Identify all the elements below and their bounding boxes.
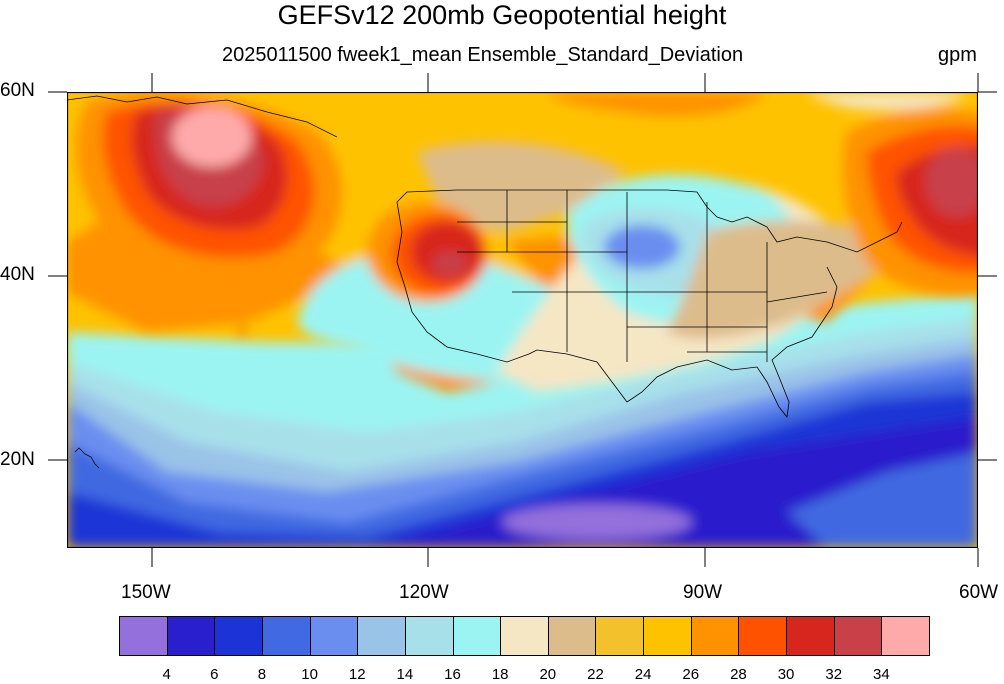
- colorbar-swatch: [833, 616, 883, 656]
- colorbar-label: 8: [257, 666, 267, 683]
- plot-subtitle: 2025011500 fweek1_mean Ensemble_Standard…: [222, 44, 744, 66]
- units-label: gpm: [938, 44, 977, 66]
- colorbar-swatch: [119, 616, 168, 656]
- colorbar-swatch: [214, 616, 263, 656]
- lon-label-60w: 60W: [959, 582, 999, 603]
- lon-label-120w: 120W: [399, 582, 449, 603]
- plot-title: GEFSv12 200mb Geopotential height: [277, 0, 727, 30]
- colorbar-swatch: [309, 616, 359, 656]
- map-border: [67, 92, 978, 548]
- colorbar-swatch: [881, 616, 930, 656]
- colorbar-label: 34: [873, 666, 890, 683]
- colorbar-swatch: [690, 616, 740, 656]
- alaska-coast: [67, 95, 338, 469]
- colorbar-swatch: [500, 616, 549, 656]
- colorbar-swatch: [404, 616, 454, 656]
- colorbar-label: 28: [730, 666, 747, 683]
- lat-label-20n: 20N: [0, 449, 35, 470]
- lat-label-60n: 60N: [0, 80, 35, 101]
- colorbar-swatch: [166, 616, 216, 656]
- colorbar-swatch: [357, 616, 406, 656]
- colorbar-label: 20: [539, 666, 557, 683]
- colorbar: [119, 616, 930, 658]
- southern-bands: [67, 292, 978, 548]
- map-plot: [67, 92, 978, 548]
- colorbar-label: 22: [587, 666, 604, 683]
- colorbar-label: 6: [210, 666, 219, 683]
- colorbar-swatch: [643, 616, 692, 656]
- northern-field: [67, 92, 978, 392]
- colorbar-swatch: [738, 616, 788, 656]
- colorbar-label: 10: [301, 666, 318, 683]
- lon-label-150w: 150W: [121, 582, 171, 603]
- colorbar-label: 4: [162, 666, 171, 683]
- colorbar-swatch: [595, 616, 645, 656]
- colorbar-label: 16: [444, 666, 461, 683]
- lon-label-90w: 90W: [683, 582, 723, 603]
- colorbar-label: 26: [682, 666, 700, 683]
- colorbar-label: 12: [348, 666, 366, 683]
- colorbar-swatch: [452, 616, 502, 656]
- colorbar-swatch: [786, 616, 835, 656]
- lat-label-40n: 40N: [0, 264, 35, 285]
- colorbar-swatch: [261, 616, 311, 656]
- colorbar-label: 14: [396, 666, 414, 683]
- colorbar-label: 24: [634, 666, 652, 683]
- colorbar-label: 30: [777, 666, 795, 683]
- colorbar-label: 18: [491, 666, 509, 683]
- colorbar-label: 32: [825, 666, 843, 683]
- colorbar-swatch: [547, 616, 597, 656]
- coastlines: [396, 189, 903, 418]
